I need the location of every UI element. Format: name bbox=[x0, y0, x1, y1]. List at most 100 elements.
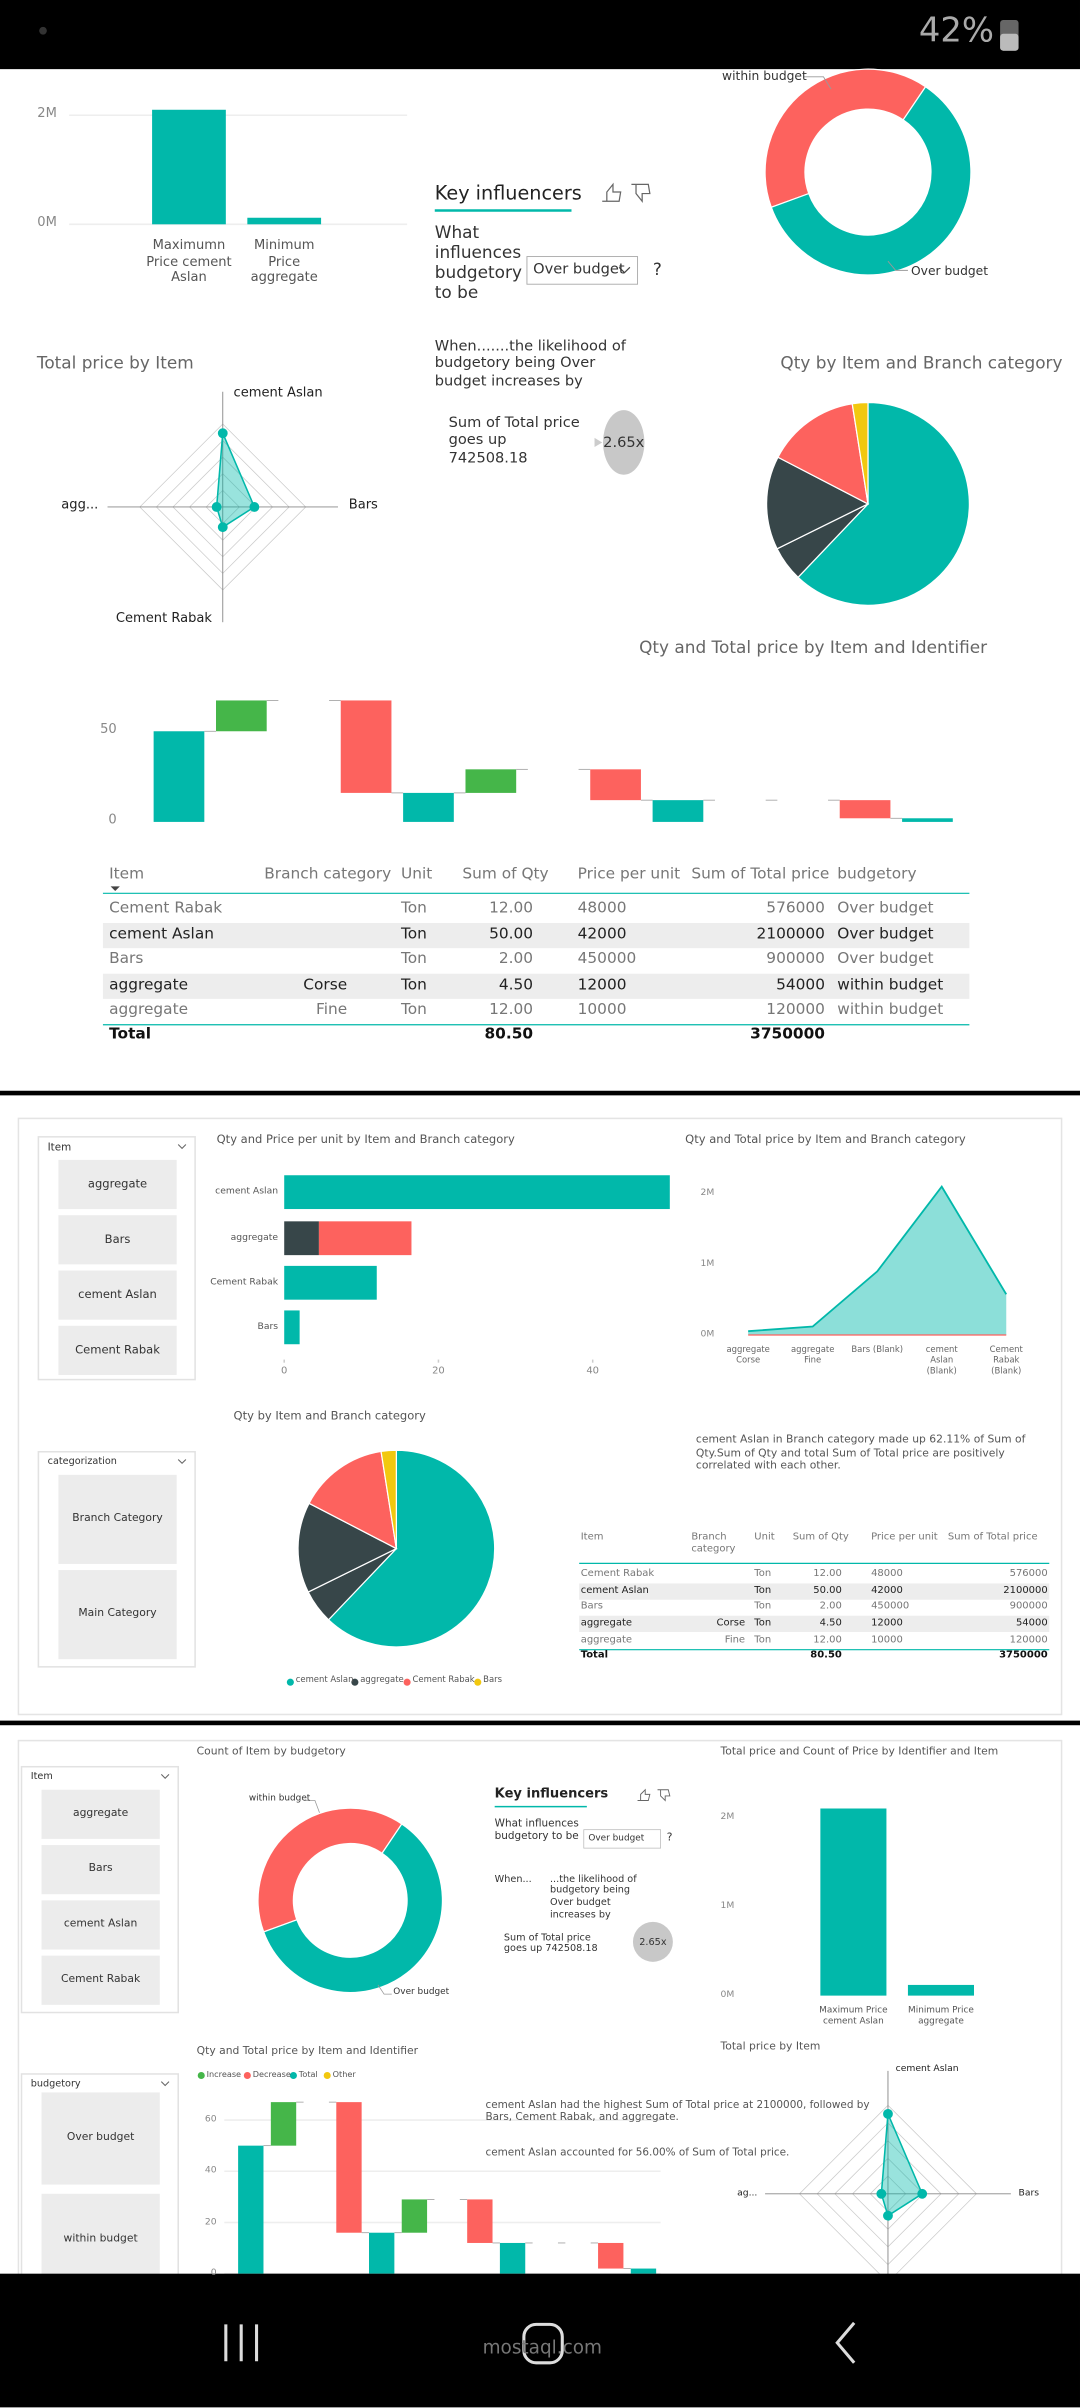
cell: 48000 bbox=[871, 1566, 903, 1579]
leader-line bbox=[377, 1984, 392, 1995]
cell: Ton bbox=[400, 950, 427, 968]
total-cell: 3750000 bbox=[999, 1648, 1048, 1661]
influencer-factor: Sum of Total price goes up 742508.18 bbox=[503, 1932, 598, 1955]
dropdown-value[interactable]: Over budget bbox=[588, 1833, 645, 1844]
dropdown[interactable] bbox=[526, 256, 639, 285]
slicer-button[interactable] bbox=[58, 1270, 177, 1320]
slice bbox=[764, 68, 927, 209]
smart-narrative: cement Aslan in Branch category made up … bbox=[695, 1434, 1026, 1473]
thumb-up[interactable] bbox=[637, 1788, 651, 1801]
slice bbox=[297, 1502, 398, 1593]
slicer-option[interactable]: Over budget bbox=[66, 2131, 135, 2144]
total-label: Total bbox=[580, 1648, 609, 1661]
radar-point bbox=[211, 502, 222, 512]
cell: Corse bbox=[716, 1615, 746, 1629]
cell: 50.00 bbox=[489, 925, 534, 943]
slicer-button[interactable] bbox=[58, 1215, 177, 1265]
status-bar bbox=[0, 0, 1080, 70]
legend-swatch bbox=[403, 1678, 411, 1686]
waterfall-bar bbox=[839, 800, 891, 819]
waterfall-bar bbox=[467, 2199, 493, 2243]
slicer-button[interactable] bbox=[41, 1900, 160, 1950]
slicer-option[interactable]: aggregate bbox=[72, 1807, 129, 1820]
cell: 12.00 bbox=[813, 1632, 842, 1645]
slicer-button[interactable] bbox=[41, 1845, 160, 1895]
dropdown[interactable] bbox=[583, 1829, 661, 1849]
legend-swatch bbox=[323, 2071, 331, 2080]
cell: 576000 bbox=[1009, 1566, 1048, 1579]
visual-title: Total price and Count of Price by Identi… bbox=[720, 1745, 999, 1759]
cell: Ton bbox=[754, 1615, 772, 1629]
slicer-option[interactable]: aggregate bbox=[87, 1176, 148, 1191]
slice bbox=[257, 1807, 403, 1933]
home-button[interactable] bbox=[522, 2322, 564, 2365]
visual-title: Qty and Price per unit by Item and Branc… bbox=[216, 1132, 515, 1147]
cell: 120000 bbox=[766, 1000, 825, 1018]
slicer-button[interactable] bbox=[41, 1955, 160, 2005]
column-header: Price per unit bbox=[577, 865, 681, 883]
line bbox=[748, 1184, 1008, 1333]
slicer-button[interactable] bbox=[41, 1789, 160, 1839]
visual-title: Qty by Item and Branch category bbox=[233, 1408, 426, 1423]
slicer-title: Item bbox=[30, 1771, 53, 1782]
slice bbox=[797, 401, 970, 606]
thumb-down[interactable] bbox=[657, 1789, 671, 1802]
multiplier-bubble bbox=[632, 1921, 673, 1962]
axis-label: cement Aslan bbox=[233, 386, 323, 402]
slicer-option[interactable]: Cement Rabak bbox=[75, 1342, 160, 1357]
slicer-button[interactable] bbox=[58, 1159, 177, 1210]
cell: 42000 bbox=[577, 925, 627, 943]
chevron bbox=[177, 1144, 187, 1150]
y-tick-label: 0 bbox=[108, 813, 117, 829]
slicer-button[interactable] bbox=[41, 2092, 160, 2185]
column-header: Unit bbox=[400, 865, 433, 883]
row-background bbox=[579, 1615, 1050, 1632]
radar-area bbox=[215, 432, 256, 529]
x-tick-label: 40 bbox=[586, 1363, 600, 1377]
cell: within budget bbox=[837, 1000, 944, 1018]
bar bbox=[907, 1984, 974, 1996]
x-tick-label: aggregate Fine bbox=[790, 1346, 835, 1366]
leader-line bbox=[304, 1800, 320, 1813]
radar-point bbox=[217, 522, 228, 533]
slicer-option[interactable]: Bars bbox=[88, 1862, 113, 1875]
legend-swatch bbox=[243, 2071, 251, 2080]
slicer-option[interactable]: Branch Category bbox=[72, 1512, 163, 1525]
x-tick-label: 20 bbox=[432, 1363, 445, 1377]
slicer-option[interactable]: Main Category bbox=[78, 1607, 157, 1620]
slicer-button[interactable] bbox=[41, 2193, 160, 2286]
leader-line bbox=[803, 76, 832, 90]
thumb-down[interactable] bbox=[631, 183, 651, 204]
cell: Fine bbox=[724, 1632, 746, 1645]
legend-label: Increase bbox=[206, 2070, 242, 2080]
dropdown-value[interactable]: Over budget bbox=[533, 261, 625, 279]
column-header: Item bbox=[109, 865, 145, 883]
visual-title: Total price by Item bbox=[720, 2040, 821, 2054]
data-label: Over budget bbox=[393, 1988, 450, 1998]
cell: Ton bbox=[754, 1566, 772, 1579]
slicer-option[interactable]: cement Aslan bbox=[78, 1287, 157, 1302]
leader-line bbox=[887, 260, 908, 271]
slicer-button[interactable] bbox=[58, 1325, 177, 1375]
visual-title: Qty and Total price by Item and Branch c… bbox=[685, 1132, 966, 1147]
thumb-up[interactable] bbox=[602, 182, 622, 202]
cell: 54000 bbox=[776, 976, 825, 994]
slice bbox=[770, 85, 972, 276]
slicer-option[interactable]: cement Aslan bbox=[63, 1917, 138, 1931]
cell: Over budget bbox=[837, 950, 934, 968]
cell: aggregate bbox=[109, 1000, 189, 1018]
bar bbox=[820, 1808, 887, 1996]
cell: 10000 bbox=[871, 1632, 903, 1645]
total-cell: 3750000 bbox=[750, 1025, 825, 1043]
area-fill bbox=[748, 1186, 1007, 1336]
back-button[interactable] bbox=[835, 2321, 856, 2364]
slicer-option[interactable]: Cement Rabak bbox=[61, 1973, 141, 1986]
slicer-option[interactable]: Bars bbox=[104, 1232, 131, 1247]
slicer-button[interactable] bbox=[58, 1474, 177, 1564]
chevron bbox=[618, 266, 631, 274]
radar-point bbox=[217, 428, 228, 439]
waterfall-bar bbox=[403, 792, 454, 822]
slicer-button[interactable] bbox=[58, 1570, 177, 1660]
slicer-option[interactable]: within budget bbox=[63, 2232, 138, 2246]
slice bbox=[380, 1449, 397, 1549]
